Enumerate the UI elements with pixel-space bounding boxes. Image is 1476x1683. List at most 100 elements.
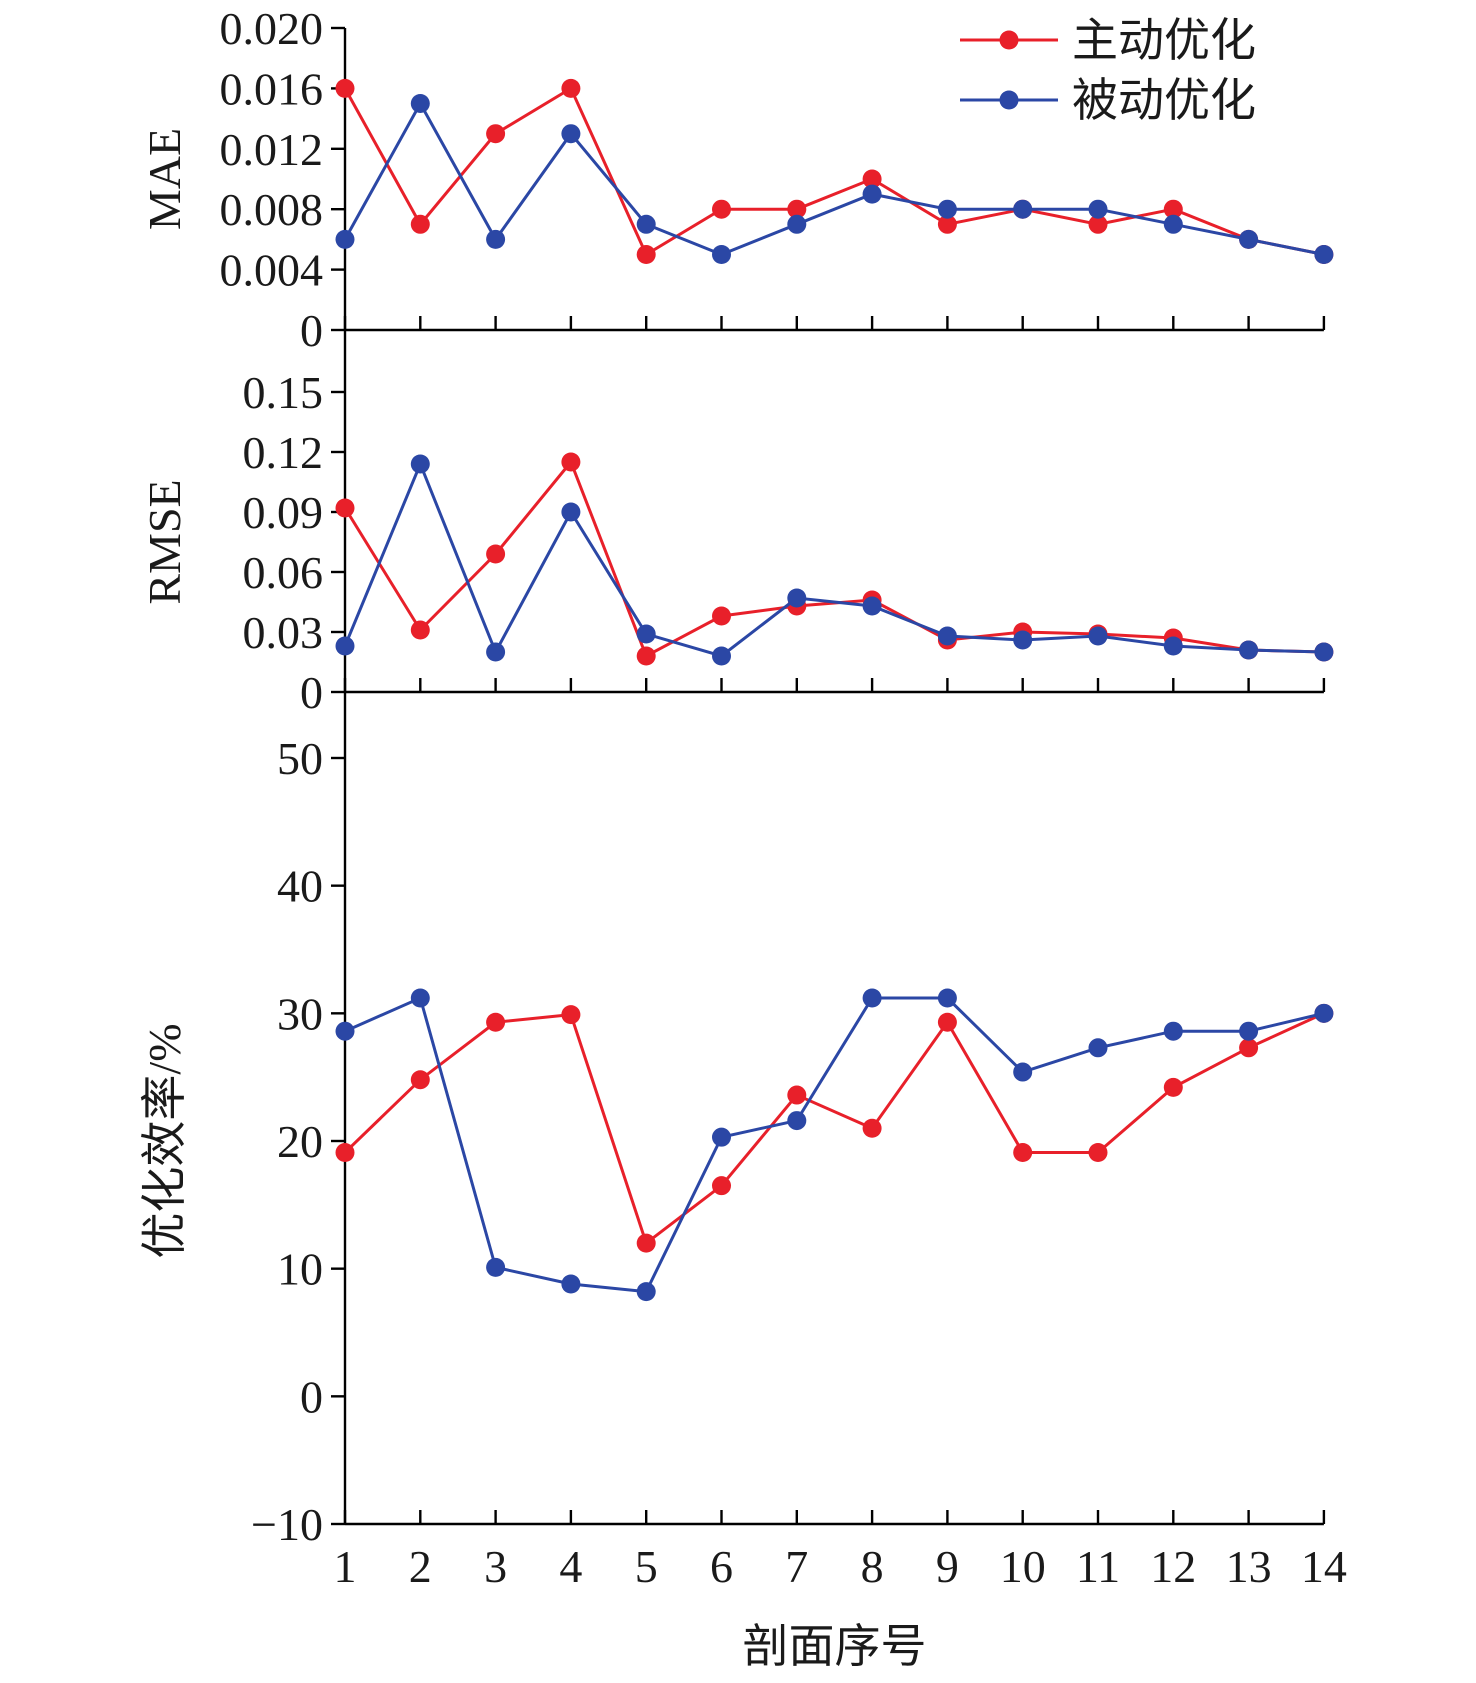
data-point-active [636,245,656,264]
data-point-active [1088,214,1108,234]
data-point-active [937,1012,957,1032]
data-point-passive [335,636,355,656]
data-point-active [561,452,581,472]
y-tick-label: 10 [277,1244,323,1295]
data-point-active [787,199,807,219]
data-point-passive [1239,229,1259,249]
data-point-active [486,544,506,564]
data-point-passive [636,214,656,234]
legend-marker [999,30,1019,50]
y-tick-label: 0.15 [243,367,324,418]
x-tick-label: 1 [334,1541,357,1592]
x-tick-label: 8 [861,1541,884,1592]
y-tick-label: 20 [277,1116,323,1167]
series-active [335,452,1334,666]
data-point-passive [410,988,430,1008]
data-point-active [561,78,581,98]
data-point-passive [486,229,506,249]
data-point-active [712,199,731,219]
data-point-active [636,1233,656,1253]
y-tick-label: 0 [300,1371,323,1422]
data-point-passive [410,454,430,474]
data-point-active [636,646,656,666]
data-point-passive [335,1021,355,1041]
data-point-passive [1013,1062,1033,1082]
data-point-passive [1314,642,1334,662]
data-point-passive [787,214,807,234]
series-passive [335,988,1334,1302]
data-point-passive [1163,214,1183,234]
data-point-passive [1163,1021,1183,1041]
y-tick-label: 0.020 [220,3,324,54]
data-point-active [712,606,731,626]
data-point-passive [1163,636,1183,656]
data-point-passive [1013,630,1033,650]
data-point-passive [712,245,731,264]
data-point-passive [712,1127,731,1147]
y-tick-label: 0.03 [243,607,324,658]
data-point-passive [486,1257,506,1277]
series-passive [335,454,1334,666]
y-tick-label: 0.09 [243,487,324,538]
data-point-passive [937,626,957,646]
data-point-passive [561,502,581,522]
data-point-passive [636,1282,656,1302]
panel-2: 0 0.03 0.06 0.09 0.12 0.15 RMSE [139,330,1334,718]
data-point-active [335,498,355,518]
data-point-active [1163,1077,1183,1097]
x-tick-label: 7 [785,1541,808,1592]
data-point-active [937,214,957,234]
data-point-passive [1088,626,1108,646]
x-tick-label: 12 [1150,1541,1196,1592]
y-tick-label: 0.004 [220,245,324,296]
y-axis-title: MAE [139,128,190,230]
series-line-passive [343,100,1325,257]
x-tick-label: 6 [710,1541,733,1592]
x-tick-label: 14 [1301,1541,1347,1592]
y-axis-title: 优化效率/% [139,1023,190,1258]
x-tick-label: 2 [409,1541,432,1592]
data-point-active [862,1118,882,1138]
y-tick-label: 30 [277,988,323,1039]
series-passive [335,94,1334,264]
x-tick-label: 5 [635,1541,658,1592]
data-point-active [1088,1142,1108,1162]
panel-1: 0 0.004 0.008 0.012 0.016 0.020 MAE [139,3,1334,356]
data-point-passive [486,642,506,662]
data-point-passive [862,596,882,616]
x-tick-label: 3 [484,1541,507,1592]
data-point-active [486,124,506,144]
data-point-passive [1314,245,1334,264]
x-tick-label: 9 [936,1541,959,1592]
legend-item-passive: 被动优化 [960,73,1256,127]
data-point-passive [410,94,430,113]
y-tick-label: 0.016 [220,63,324,114]
data-point-passive [561,1274,581,1294]
data-point-passive [335,229,355,249]
legend-marker [999,90,1019,110]
data-point-passive [787,588,807,608]
y-tick-label: 0.012 [220,124,324,175]
data-point-active [1013,1142,1033,1162]
y-tick-label: 50 [277,733,323,784]
x-axis-title: 剖面序号 [742,1619,926,1673]
data-point-passive [937,199,957,219]
y-tick-label: 0 [300,667,323,718]
data-point-passive [1088,1038,1108,1058]
legend-label: 主动优化 [1072,13,1256,67]
data-point-passive [1239,1021,1259,1041]
data-point-passive [862,184,882,204]
data-point-passive [862,988,882,1008]
data-point-passive [1088,199,1108,219]
data-point-active [410,620,430,640]
data-point-active [410,1070,430,1090]
data-point-active [561,1005,581,1025]
y-tick-label: 0.12 [243,427,324,478]
x-tick-label: 13 [1226,1541,1272,1592]
y-axis-title: RMSE [139,479,190,604]
data-point-active [712,1176,731,1196]
series-line-active [343,1011,1325,1246]
